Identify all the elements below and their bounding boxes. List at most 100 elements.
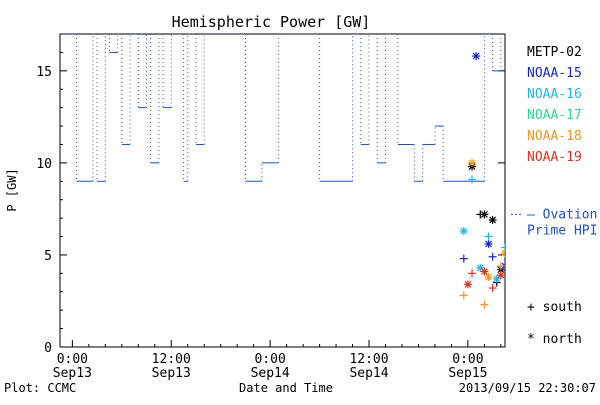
plot-frame bbox=[60, 34, 505, 347]
point-noaa-19-south bbox=[505, 188, 513, 196]
point-noaa-18-south bbox=[563, 247, 571, 255]
point-noaa-19-north-d2 bbox=[580, 248, 586, 254]
point-noaa-15-north bbox=[517, 275, 525, 283]
series-group bbox=[64, 34, 600, 345]
y-tick-label: 15 bbox=[36, 65, 52, 80]
point-noaa-15-north-d2 bbox=[518, 276, 524, 282]
point-noaa-18-south bbox=[596, 306, 600, 314]
x-axis-label: Date and Time bbox=[239, 381, 333, 395]
point-noaa-15-south bbox=[505, 236, 513, 244]
point-noaa-16-north bbox=[460, 227, 468, 235]
point-noaa-18-north bbox=[517, 328, 525, 336]
point-noaa-15-north-d1 bbox=[551, 267, 557, 273]
point-metp-02-north bbox=[513, 240, 521, 248]
point-noaa-18-north-d2 bbox=[535, 281, 541, 287]
point-noaa-19-north-d1 bbox=[547, 265, 553, 271]
point-noaa-19-south bbox=[468, 269, 476, 277]
point-noaa-19-north bbox=[579, 247, 587, 255]
point-noaa-15-north bbox=[567, 290, 575, 298]
footer-credit: Plot: CCMC bbox=[4, 381, 76, 395]
point-noaa-16-south bbox=[485, 233, 493, 241]
point-noaa-16-north bbox=[592, 295, 600, 303]
x-tick-label-time: 0:00 bbox=[452, 352, 483, 367]
y-tick-label: 0 bbox=[44, 341, 52, 356]
point-noaa-15-north-d2 bbox=[568, 291, 574, 297]
legend-entry-noaa-18: NOAA-18 bbox=[527, 129, 582, 144]
point-noaa-18-south bbox=[460, 291, 468, 299]
point-noaa-19-north-d2 bbox=[547, 265, 553, 271]
x-tick-label-time: 0:00 bbox=[57, 352, 88, 367]
point-noaa-19-south bbox=[555, 269, 563, 277]
legend-marker-north: * north bbox=[527, 332, 582, 347]
point-noaa-19-north-d1 bbox=[514, 263, 520, 269]
point-metp-02-north-d2 bbox=[514, 241, 520, 247]
point-metp-02-north-d1 bbox=[535, 285, 541, 291]
point-noaa-18-north-d2 bbox=[551, 291, 557, 297]
point-noaa-18-north bbox=[583, 277, 591, 285]
point-noaa-15-north-d2 bbox=[551, 267, 557, 273]
point-metp-02-north-d1 bbox=[514, 241, 520, 247]
point-noaa-16-south bbox=[517, 286, 525, 294]
point-metp-02-south bbox=[542, 268, 550, 276]
point-noaa-16-north bbox=[559, 286, 567, 294]
point-metp-02-south bbox=[571, 280, 579, 288]
point-noaa-16-north-d2 bbox=[593, 296, 599, 302]
point-noaa-19-north bbox=[596, 271, 600, 279]
point-noaa-18-north-d2 bbox=[584, 278, 590, 284]
legend-ovation-line1: – Ovation bbox=[527, 207, 597, 222]
point-noaa-19-south bbox=[538, 247, 546, 255]
point-noaa-15-north bbox=[583, 271, 591, 279]
point-noaa-18-north bbox=[550, 290, 558, 298]
y-tick-label: 5 bbox=[44, 249, 52, 264]
point-noaa-16-north-d2 bbox=[510, 289, 516, 295]
point-noaa-18-north bbox=[468, 159, 476, 167]
chart-title: Hemispheric Power [GW] bbox=[172, 13, 371, 31]
point-metp-02-south bbox=[588, 293, 596, 301]
point-metp-02-north bbox=[596, 299, 600, 307]
point-metp-02-north-d2 bbox=[535, 285, 541, 291]
legend-entry-noaa-15: NOAA-15 bbox=[527, 66, 582, 81]
point-noaa-15-north bbox=[550, 266, 558, 274]
point-noaa-19-south bbox=[588, 282, 596, 290]
point-noaa-18-south bbox=[497, 262, 505, 270]
legend-entry-noaa-19: NOAA-19 bbox=[527, 150, 582, 165]
point-noaa-19-south bbox=[522, 238, 530, 246]
point-noaa-15-south bbox=[522, 255, 530, 263]
legend-entry-metp-02: METP-02 bbox=[527, 45, 582, 60]
point-metp-02-south bbox=[555, 271, 563, 279]
point-metp-02-north bbox=[534, 284, 542, 292]
point-noaa-15-north-d1 bbox=[568, 291, 574, 297]
point-noaa-19-north bbox=[464, 280, 472, 288]
point-noaa-19-north-d2 bbox=[514, 263, 520, 269]
point-noaa-19-north-d1 bbox=[580, 248, 586, 254]
point-noaa-16-north bbox=[526, 315, 534, 323]
point-noaa-16-north-d1 bbox=[560, 287, 566, 293]
point-noaa-15-north-d1 bbox=[518, 276, 524, 282]
legend-entry-noaa-17: NOAA-17 bbox=[527, 108, 582, 123]
point-noaa-15-south bbox=[588, 258, 596, 266]
point-noaa-18-south bbox=[480, 301, 488, 309]
point-noaa-16-south bbox=[567, 280, 575, 288]
point-noaa-16-south bbox=[583, 304, 591, 312]
point-noaa-19-north bbox=[497, 271, 505, 279]
point-noaa-19-north bbox=[513, 262, 521, 270]
point-noaa-16-north-d1 bbox=[593, 296, 599, 302]
point-noaa-18-north bbox=[485, 273, 493, 281]
point-metp-02-north bbox=[489, 216, 497, 224]
point-metp-02-north-d1 bbox=[523, 265, 529, 271]
point-noaa-19-south bbox=[571, 255, 579, 263]
point-noaa-16-north bbox=[509, 288, 517, 296]
point-noaa-18-north-d2 bbox=[518, 329, 524, 335]
point-noaa-18-north-d1 bbox=[518, 329, 524, 335]
point-noaa-16-north-d1 bbox=[527, 316, 533, 322]
point-noaa-19-north bbox=[546, 264, 554, 272]
point-noaa-15-north bbox=[472, 52, 480, 60]
x-tick-label-time: 0:00 bbox=[254, 352, 285, 367]
point-noaa-18-south bbox=[530, 323, 538, 331]
point-noaa-16-north-d2 bbox=[560, 287, 566, 293]
point-noaa-18-north-d1 bbox=[535, 281, 541, 287]
point-noaa-19-north bbox=[480, 268, 488, 276]
legend-entry-noaa-16: NOAA-16 bbox=[527, 87, 582, 102]
